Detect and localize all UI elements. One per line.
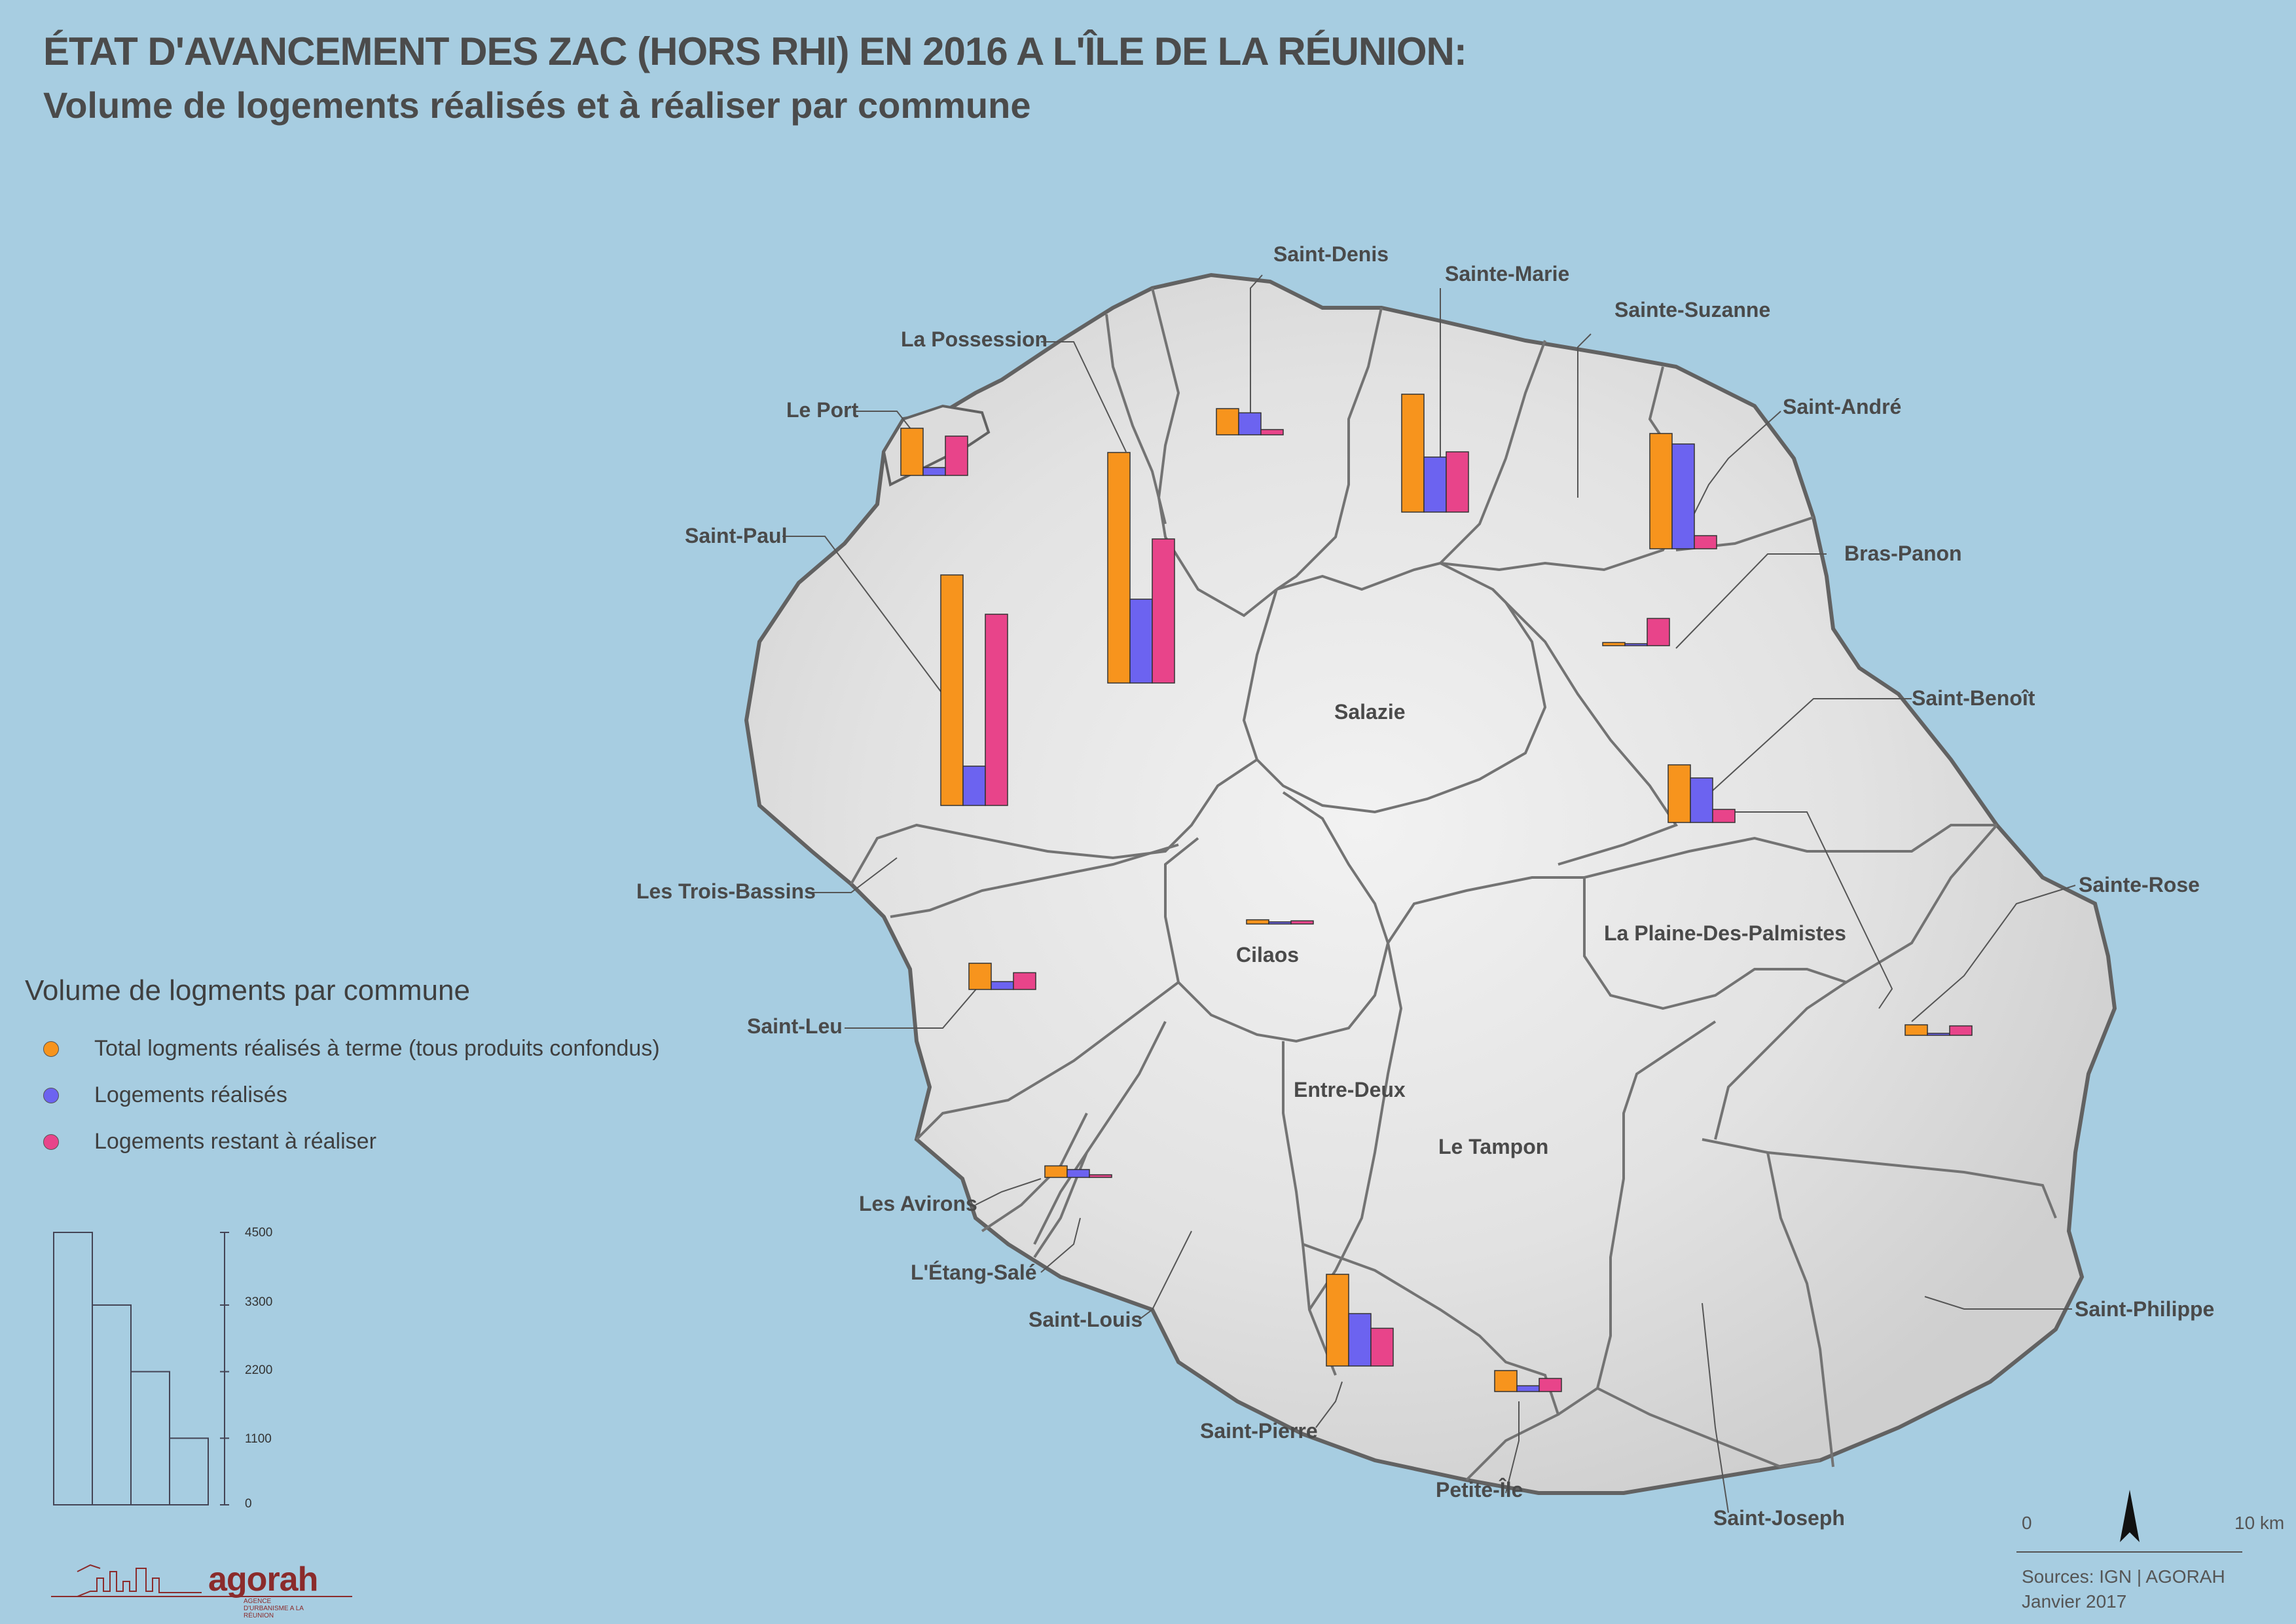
- north-arrow-icon: [2120, 1490, 2140, 1542]
- scale-tick-4500: 4500: [245, 1226, 273, 1240]
- bar-cilaos-restant: [1290, 920, 1314, 925]
- bar-petite-le-realises: [1516, 1385, 1540, 1392]
- bar-saint-beno-t-restant: [1712, 809, 1736, 823]
- legend-scale-graphic: [53, 1232, 229, 1506]
- legend-scale-bar-2200: [130, 1371, 170, 1506]
- agorah-logo-icon: [51, 1564, 352, 1597]
- label-saint-philippe: Saint-Philippe: [2075, 1297, 2215, 1321]
- bar-groups: [900, 394, 1973, 1392]
- label-entre-deux: Entre-Deux: [1294, 1078, 1406, 1101]
- label-sainte-suzanne: Sainte-Suzanne: [1614, 298, 1771, 322]
- bar-les-avirons-realises: [1066, 1169, 1090, 1178]
- commune-borders: [850, 287, 2057, 1481]
- legend-scale-bar-3300: [92, 1304, 132, 1506]
- label-saint-benoit: Saint-Benoît: [1912, 686, 2035, 710]
- bar-sainte-rose-restant: [1949, 1025, 1973, 1036]
- orange-dot-icon: [43, 1041, 59, 1057]
- scale-tick-3300: 3300: [245, 1295, 273, 1309]
- bar-saint-leu-restant: [1013, 972, 1036, 990]
- page-subtitle: Volume de logements réalisés et à réalis…: [43, 84, 1031, 126]
- bar-la-possession-restant: [1152, 538, 1175, 684]
- bar-saint-paul-restant: [985, 614, 1008, 806]
- bar-saint-pierre-restant: [1370, 1327, 1394, 1367]
- label-saint-leu: Saint-Leu: [747, 1014, 843, 1038]
- label-sainte-rose: Sainte-Rose: [2079, 873, 2200, 896]
- label-les-trois-bassins: Les Trois-Bassins: [636, 879, 816, 903]
- blue-dot-icon: [43, 1087, 59, 1103]
- label-les-avirons: Les Avirons: [859, 1192, 977, 1215]
- label-sainte-marie: Sainte-Marie: [1445, 262, 1570, 286]
- label-l-etang-sale: L'Étang-Salé: [911, 1261, 1037, 1284]
- bar-bras-panon-restant: [1647, 618, 1670, 646]
- bar-sainte-marie-total: [1401, 394, 1425, 513]
- bar-saint-beno-t-realises: [1690, 777, 1713, 823]
- date: Janvier 2017: [2022, 1591, 2127, 1612]
- scale-tick-0: 0: [245, 1497, 252, 1511]
- label-le-port: Le Port: [786, 398, 859, 422]
- bar-saint-andr--restant: [1694, 535, 1717, 549]
- label-salazie: Salazie: [1334, 700, 1406, 724]
- bar-les-avirons-restant: [1089, 1174, 1112, 1178]
- bar-saint-paul-realises: [962, 766, 986, 806]
- label-le-tampon: Le Tampon: [1438, 1135, 1549, 1158]
- legend-item-total: Total logments réalisés à terme (tous pr…: [43, 1036, 660, 1061]
- legend-scale-bar-1100: [169, 1437, 209, 1505]
- scale-bar-end-label: 10 km: [2234, 1513, 2285, 1533]
- bar-saint-paul-total: [940, 574, 964, 806]
- bar-sainte-marie-realises: [1423, 456, 1447, 513]
- label-bras-panon: Bras-Panon: [1844, 542, 1962, 565]
- bar-saint-denis-restant: [1260, 429, 1284, 435]
- bar-saint-andr--realises: [1671, 443, 1695, 549]
- bar-le-port-restant: [945, 435, 968, 476]
- legend-title: Volume de logments par commune: [25, 974, 470, 1006]
- bar-bras-panon-total: [1602, 642, 1626, 646]
- label-la-possession: La Possession: [901, 327, 1048, 351]
- agorah-logo-text: agorah: [208, 1560, 318, 1598]
- label-saint-pierre: Saint-Pierre: [1200, 1419, 1318, 1443]
- island-outline: [744, 272, 2117, 1495]
- bar-sainte-rose-realises: [1927, 1033, 1950, 1036]
- bar-bras-panon-realises: [1624, 643, 1648, 646]
- label-saint-andre: Saint-André: [1783, 395, 1902, 418]
- scale-tick-2200: 2200: [245, 1363, 273, 1377]
- label-la-plaine-des-palmistes: La Plaine-Des-Palmistes: [1604, 921, 1846, 945]
- bar-saint-pierre-total: [1326, 1274, 1349, 1367]
- bar-sainte-marie-restant: [1446, 451, 1469, 513]
- legend-item-restant: Logements restant à réaliser: [43, 1129, 376, 1154]
- bar-saint-pierre-realises: [1348, 1313, 1372, 1367]
- bar-la-possession-realises: [1129, 599, 1153, 684]
- bar-saint-andr--total: [1649, 433, 1673, 549]
- bar-cilaos-realises: [1268, 921, 1292, 925]
- bar-le-port-realises: [922, 467, 946, 476]
- label-saint-denis: Saint-Denis: [1273, 242, 1389, 266]
- label-petite-ile: Petite-Île: [1436, 1478, 1523, 1502]
- scale-tick-1100: 1100: [245, 1432, 272, 1446]
- scale-bar-start-label: 0: [2022, 1513, 2032, 1533]
- bar-saint-denis-total: [1216, 408, 1239, 435]
- pink-dot-icon: [43, 1134, 59, 1150]
- bar-cilaos-total: [1246, 919, 1269, 925]
- bar-petite-le-total: [1494, 1370, 1518, 1392]
- bar-la-possession-total: [1107, 452, 1131, 684]
- legend-scale-bar-4500: [53, 1232, 93, 1505]
- sources: Sources: IGN | AGORAH: [2022, 1566, 2225, 1587]
- label-saint-joseph: Saint-Joseph: [1713, 1506, 1845, 1530]
- label-cilaos: Cilaos: [1236, 943, 1300, 967]
- bar-sainte-rose-total: [1904, 1024, 1928, 1036]
- label-saint-louis: Saint-Louis: [1029, 1308, 1143, 1331]
- bar-saint-beno-t-total: [1667, 764, 1691, 823]
- leader-lines: [782, 274, 2076, 1513]
- bar-saint-leu-total: [968, 963, 992, 990]
- page-title: ÉTAT D'AVANCEMENT DES ZAC (HORS RHI) EN …: [43, 29, 1467, 73]
- bar-le-port-total: [900, 428, 924, 476]
- agorah-logo-subtitle: AGENCE D'URBANISME A LA RÉUNION: [244, 1598, 304, 1619]
- bar-saint-denis-realises: [1238, 412, 1262, 435]
- bar-petite-le-restant: [1539, 1378, 1562, 1392]
- legend-item-realises: Logements réalisés: [43, 1082, 287, 1108]
- bar-les-avirons-total: [1044, 1165, 1068, 1178]
- label-saint-paul: Saint-Paul: [685, 524, 788, 547]
- bar-saint-leu-realises: [991, 981, 1014, 990]
